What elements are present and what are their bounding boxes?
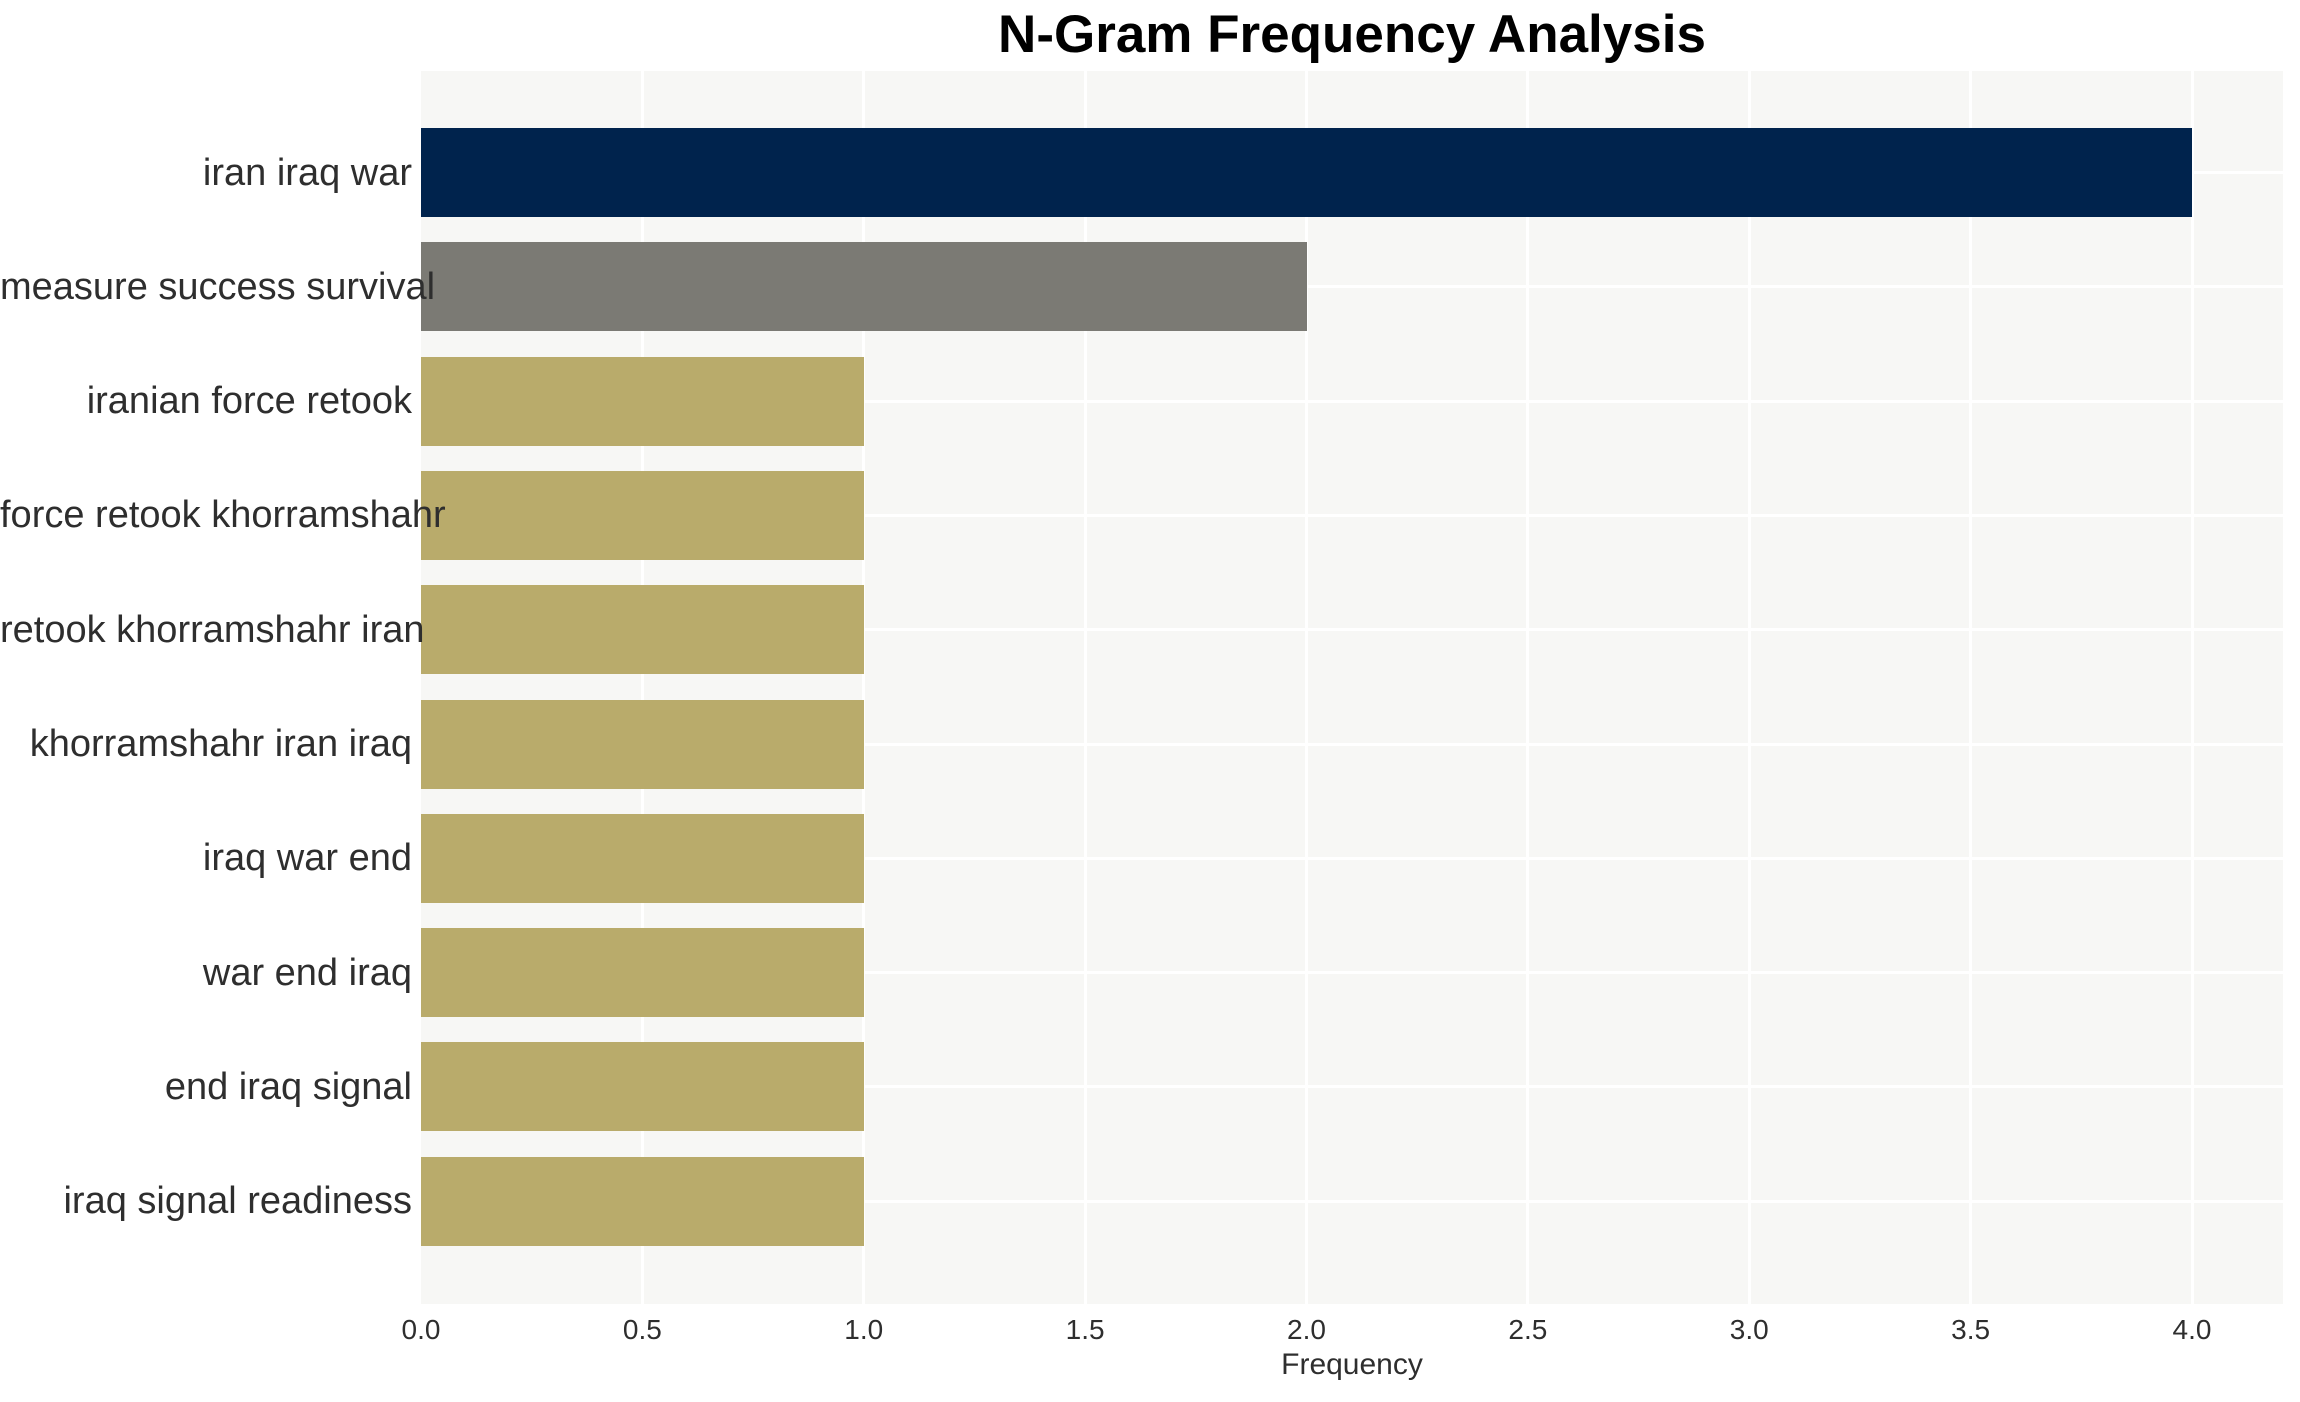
vertical-gridline: [1083, 71, 1087, 1304]
category-labels: iran iraq war measure success survival ira…: [0, 0, 446, 1402]
vertical-gridline: [640, 71, 644, 1304]
x-tick-label: 1.0: [844, 1314, 884, 1345]
vertical-gridline: [862, 71, 866, 1304]
category-label: iran iraq war: [202, 151, 412, 194]
vertical-gridline: [1969, 71, 1973, 1304]
x-axis-label: Frequency: [1281, 1348, 1423, 1381]
horizontal-gridline: [421, 399, 2283, 403]
bar-iran-iraq-war: [421, 128, 2192, 217]
horizontal-gridline: [421, 1199, 2283, 1203]
x-tick-label: 0.5: [622, 1314, 662, 1345]
x-tick-label: 4.0: [2172, 1314, 2212, 1345]
category-label: retook khorramshahr iran: [0, 608, 425, 651]
horizontal-gridline: [421, 742, 2283, 746]
x-tick-label: 2.0: [1287, 1314, 1326, 1345]
category-label: iraq signal readiness: [63, 1180, 412, 1223]
category-label: iranian force retook: [86, 380, 412, 423]
bar-end-iraq-signal: [421, 1042, 864, 1132]
bar-measure-success-survival: [421, 242, 1307, 332]
horizontal-gridline: [421, 856, 2283, 860]
x-tick-label: 1.5: [1065, 1314, 1105, 1345]
category-label: iraq war end: [202, 837, 412, 880]
horizontal-gridline: [421, 1085, 2283, 1089]
vertical-gridline: [1305, 71, 1308, 1304]
vertical-gridline: [2190, 71, 2194, 1304]
category-label: measure success survival: [0, 265, 436, 308]
x-tick-label: 3.5: [1951, 1314, 1991, 1345]
horizontal-gridline: [421, 285, 2283, 289]
horizontal-gridline: [421, 971, 2283, 975]
bar-khorramshahr-iran-iraq: [421, 699, 864, 789]
bar-iraq-signal-readiness: [421, 1156, 864, 1246]
horizontal-gridline: [421, 513, 2283, 517]
bar-iraq-war-end: [421, 813, 864, 903]
x-tick-label: 3.0: [1729, 1314, 1769, 1345]
bar-retook-khorramshahr-iran: [421, 585, 864, 675]
category-label: war end iraq: [202, 951, 412, 994]
bar-force-retook-khorramshahr: [421, 470, 864, 560]
chart-title: N-Gram Frequency Analysis: [998, 5, 1706, 64]
vertical-gridline: [1526, 71, 1530, 1304]
bar-war-end-iraq: [421, 928, 864, 1018]
category-label: khorramshahr iran iraq: [29, 723, 412, 765]
vertical-gridline: [1747, 71, 1751, 1304]
x-tick-label: 2.5: [1508, 1314, 1548, 1345]
bar-iranian-force-retook: [421, 356, 864, 446]
horizontal-gridline: [421, 628, 2283, 632]
category-label: force retook khorramshahr: [0, 494, 446, 537]
category-label: end iraq signal: [164, 1065, 412, 1108]
plot-area: [421, 71, 2283, 1304]
